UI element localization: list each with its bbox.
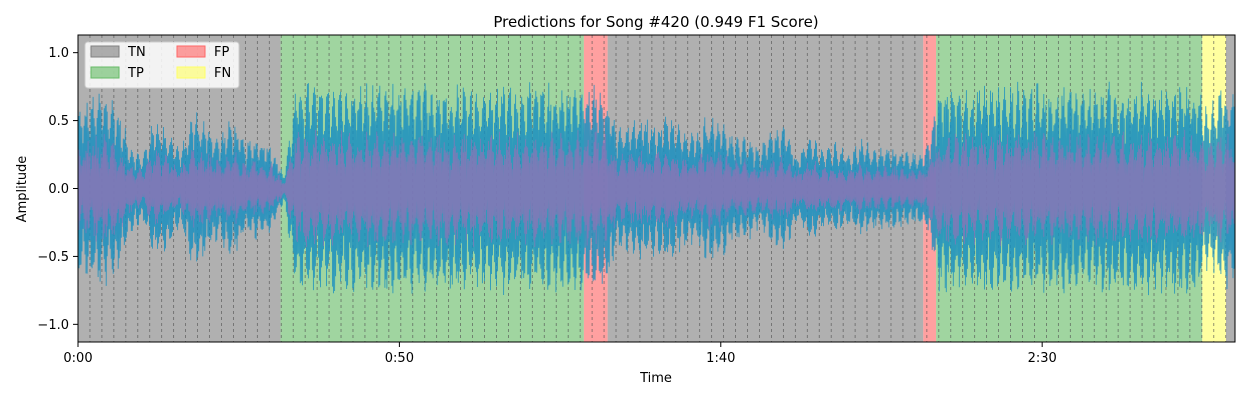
waveform-channel-2 xyxy=(78,129,1235,248)
x-tick-label-3: 2:30 xyxy=(1028,351,1057,366)
x-tick-label-1: 0:50 xyxy=(385,351,414,366)
x-tick-label-2: 1:40 xyxy=(706,351,735,366)
y-axis: −1.0 −0.5 0.0 0.5 1.0 xyxy=(37,46,78,333)
legend-label-fp: FP xyxy=(214,45,229,60)
waveform-layer xyxy=(78,81,1235,296)
legend-swatch-tn xyxy=(90,45,120,58)
y-tick-label-3: 0.5 xyxy=(48,114,69,129)
x-axis: 0:00 0:50 1:40 2:30 xyxy=(63,342,1057,366)
legend-swatch-fp xyxy=(176,45,206,58)
y-tick-label-1: −0.5 xyxy=(37,250,69,265)
legend-label-fn: FN xyxy=(214,66,231,81)
y-tick-label-4: 1.0 xyxy=(48,46,69,61)
plot-area xyxy=(78,35,1235,342)
y-tick-label-2: 0.0 xyxy=(48,182,69,197)
x-tick-label-0: 0:00 xyxy=(63,351,92,366)
y-axis-label: Amplitude xyxy=(15,156,30,223)
chart-title: Predictions for Song #420 (0.949 F1 Scor… xyxy=(493,13,818,31)
legend: TN TP FP FN xyxy=(84,41,240,89)
legend-label-tp: TP xyxy=(127,66,144,81)
y-tick-label-0: −1.0 xyxy=(37,318,69,333)
x-axis-label: Time xyxy=(639,371,672,386)
legend-label-tn: TN xyxy=(127,45,146,60)
legend-swatch-tp xyxy=(90,66,120,79)
legend-swatch-fn xyxy=(176,66,206,79)
